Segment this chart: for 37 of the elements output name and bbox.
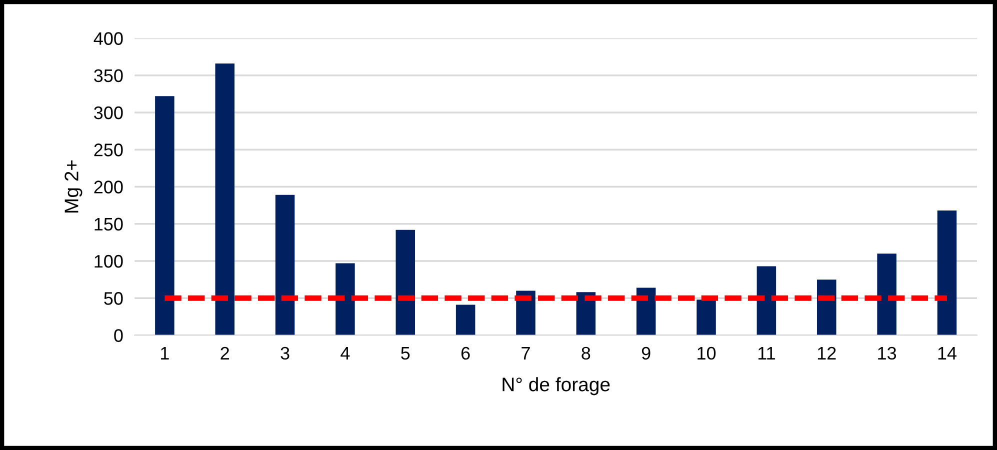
y-tick-label: 350 <box>94 69 123 82</box>
x-tick-label: 6 <box>461 346 470 360</box>
bar <box>516 290 536 336</box>
bar <box>456 304 476 336</box>
x-tick-label: 13 <box>878 346 896 360</box>
y-tick-label: 300 <box>94 106 123 120</box>
x-tick-label: 2 <box>220 346 229 360</box>
y-tick-label: 100 <box>94 254 123 268</box>
x-tick-label: 10 <box>698 346 716 360</box>
bar <box>275 194 295 336</box>
x-tick-label: 8 <box>582 346 590 360</box>
y-tick-label: 200 <box>94 180 123 194</box>
x-tick-label: 5 <box>401 347 410 360</box>
x-tick-label: 14 <box>938 347 956 360</box>
bar <box>696 300 716 336</box>
bar <box>877 254 896 336</box>
y-axis-title: Mg 2+ <box>64 160 82 212</box>
bar <box>636 288 656 336</box>
y-tick-label: 250 <box>94 144 123 156</box>
bar <box>155 96 174 336</box>
bar <box>336 263 355 336</box>
x-axis-title: N° de forage <box>502 377 610 396</box>
y-tick-label: 50 <box>104 292 123 305</box>
x-tick-label: 9 <box>642 346 650 360</box>
x-tick-label: 3 <box>280 346 290 360</box>
bar <box>396 230 416 336</box>
y-tick-label: 150 <box>94 218 123 231</box>
bar <box>756 266 776 336</box>
x-tick-label: 11 <box>758 347 775 360</box>
y-tick-label: 0 <box>114 329 123 342</box>
x-tick-label: 7 <box>522 347 530 360</box>
bar <box>215 63 234 336</box>
x-tick-label: 12 <box>818 346 836 360</box>
x-tick-label: 1 <box>161 347 169 360</box>
bar <box>937 210 957 336</box>
x-tick-label: 4 <box>340 347 350 360</box>
y-tick-label: 400 <box>94 32 123 45</box>
